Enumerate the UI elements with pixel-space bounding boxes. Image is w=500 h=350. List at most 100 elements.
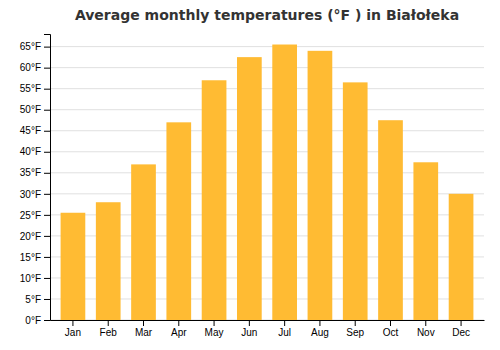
tick-label: 65°F [20, 41, 41, 52]
tick-mark [284, 320, 285, 326]
bar [131, 164, 156, 320]
tick-mark [44, 215, 50, 216]
tick-mark [44, 278, 50, 279]
tick: 30°F [20, 189, 50, 200]
tick: 60°F [20, 62, 50, 73]
title: Average monthly temperatures (°F ) in Bi… [75, 7, 459, 23]
tick: Nov [417, 320, 435, 338]
tick-mark [72, 320, 73, 326]
grid-line [50, 130, 484, 131]
tick: Aug [311, 320, 329, 338]
tick: 0°F [25, 315, 50, 326]
tick-label: 25°F [20, 210, 41, 221]
tick: Oct [383, 320, 399, 338]
tick-label: Jan [65, 327, 81, 338]
tick-mark [44, 320, 50, 321]
tick-label: 10°F [20, 273, 41, 284]
tick-label: Feb [100, 327, 118, 338]
tick: 25°F [20, 210, 50, 221]
bar [237, 57, 262, 320]
tick-mark [44, 257, 50, 258]
tick-label: 5°F [25, 294, 41, 305]
tick-label: 55°F [20, 83, 41, 94]
tick-label: Jul [278, 327, 291, 338]
tick-mark [249, 320, 250, 326]
tick-label: 35°F [20, 167, 41, 178]
bar [449, 194, 474, 320]
tick: Jun [241, 320, 257, 338]
bar [343, 82, 368, 320]
bar [61, 213, 86, 320]
axis-line [51, 320, 485, 321]
tick-label: Oct [383, 327, 399, 338]
tick-mark [319, 320, 320, 326]
grid-line [50, 67, 484, 68]
tick-mark [461, 320, 462, 326]
axis-line [44, 35, 51, 321]
tick-label: 30°F [20, 189, 41, 200]
grid [50, 47, 484, 320]
tick-mark [390, 320, 391, 326]
tick: 35°F [20, 167, 50, 178]
tick: 40°F [20, 146, 50, 157]
plot-area: 0°F 5°F 10°F 15°F 20°F 25°F 30°F 35°F 40°F 45°F 50… [20, 35, 485, 339]
tick: Feb [100, 320, 118, 338]
bar [308, 51, 333, 320]
tick-mark [178, 320, 179, 326]
tick: 5°F [25, 294, 50, 305]
bars [61, 45, 474, 320]
grid-line [50, 109, 484, 110]
tick-label: Sep [346, 327, 364, 338]
tick-mark [44, 236, 50, 237]
tick-label: 40°F [20, 146, 41, 157]
tick-mark [44, 299, 50, 300]
tick-label: 50°F [20, 104, 41, 115]
tick: Sep [346, 320, 364, 338]
chart: 0°F 5°F 10°F 15°F 20°F 25°F 30°F 35°F 40°F 45°F 50… [0, 0, 500, 350]
tick-mark [44, 47, 50, 48]
tick: Mar [135, 320, 153, 338]
tick-label: 45°F [20, 125, 41, 136]
tick-mark [425, 320, 426, 326]
y-axis: 0°F 5°F 10°F 15°F 20°F 25°F 30°F 35°F 40°F 45°F 50… [20, 35, 51, 326]
tick-label: Mar [135, 327, 153, 338]
tick: 55°F [20, 83, 50, 94]
tick-label: Dec [452, 327, 470, 338]
bar [413, 162, 438, 320]
tick-label: 15°F [20, 252, 41, 263]
grid-line [50, 46, 484, 47]
tick: Jul [278, 320, 291, 338]
tick: 10°F [20, 273, 50, 284]
tick: 45°F [20, 125, 50, 136]
grid-line [50, 88, 484, 89]
tick-label: 20°F [20, 231, 41, 242]
tick: 65°F [20, 41, 50, 52]
tick: 15°F [20, 252, 50, 263]
tick: May [205, 320, 224, 338]
tick-mark [44, 110, 50, 111]
tick-label: 0°F [25, 315, 41, 326]
tick: 20°F [20, 231, 50, 242]
tick-mark [44, 131, 50, 132]
x-axis: Jan Feb Mar Apr May Jun Jul Aug Sep Oct Nov Dec [51, 320, 485, 338]
tick-label: 60°F [20, 62, 41, 73]
tick-mark [44, 173, 50, 174]
bar [202, 80, 227, 320]
tick-label: Apr [171, 327, 187, 338]
bar [272, 45, 297, 320]
tick-label: Jun [241, 327, 257, 338]
bar [166, 122, 191, 320]
tick: Jan [65, 320, 81, 338]
tick: Dec [452, 320, 470, 338]
tick: 50°F [20, 104, 50, 115]
bar [96, 202, 121, 320]
tick: Apr [171, 320, 187, 338]
tick-mark [44, 194, 50, 195]
tick-mark [44, 152, 50, 153]
tick-mark [44, 89, 50, 90]
tick-mark [214, 320, 215, 326]
tick-mark [108, 320, 109, 326]
tick-label: May [205, 327, 224, 338]
tick-mark [355, 320, 356, 326]
tick-mark [44, 68, 50, 69]
